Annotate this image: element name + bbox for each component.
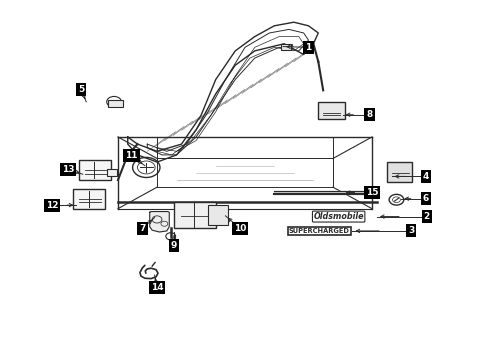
Text: Oldsmobile: Oldsmobile <box>314 212 364 221</box>
Text: 1: 1 <box>305 43 312 52</box>
Text: 5: 5 <box>78 85 84 94</box>
FancyBboxPatch shape <box>73 189 105 209</box>
Polygon shape <box>150 212 169 232</box>
FancyBboxPatch shape <box>281 44 291 50</box>
Text: 6: 6 <box>423 194 429 203</box>
Text: 2: 2 <box>424 212 430 221</box>
FancyBboxPatch shape <box>318 102 345 119</box>
Text: 8: 8 <box>367 110 373 119</box>
Text: 4: 4 <box>422 172 429 181</box>
FancyBboxPatch shape <box>387 162 412 182</box>
FancyBboxPatch shape <box>79 160 111 180</box>
Text: 7: 7 <box>139 224 146 233</box>
FancyBboxPatch shape <box>108 100 123 107</box>
FancyBboxPatch shape <box>107 168 117 176</box>
Polygon shape <box>274 191 377 194</box>
Text: 9: 9 <box>171 241 177 250</box>
FancyBboxPatch shape <box>174 202 216 228</box>
FancyBboxPatch shape <box>208 205 228 225</box>
Text: 14: 14 <box>151 283 163 292</box>
Text: 12: 12 <box>46 201 58 210</box>
Text: 10: 10 <box>234 224 246 233</box>
Text: 11: 11 <box>125 151 138 160</box>
Text: 3: 3 <box>408 226 414 235</box>
Text: SUPERCHARGED: SUPERCHARGED <box>289 228 350 234</box>
Text: 13: 13 <box>62 165 74 174</box>
Text: 15: 15 <box>366 188 378 197</box>
